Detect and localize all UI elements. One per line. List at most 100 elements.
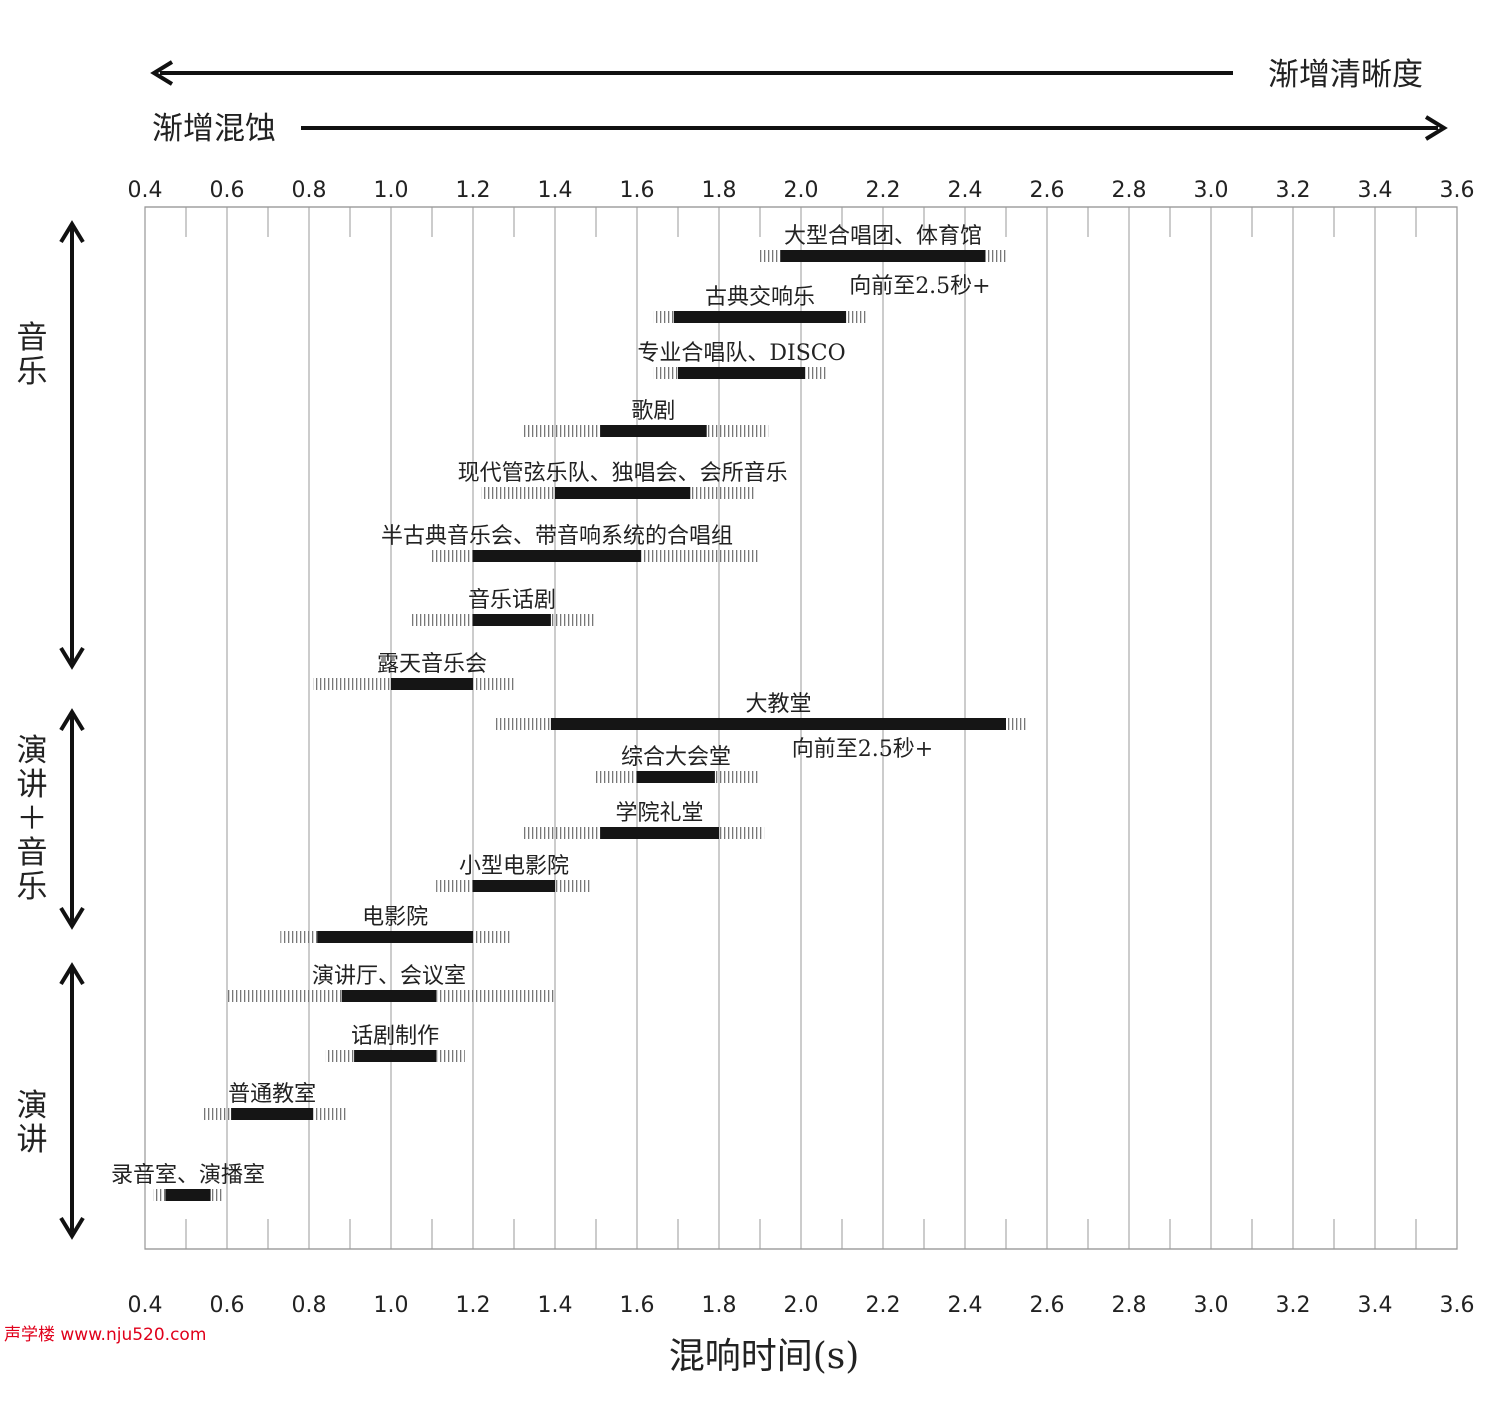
tolerance-left bbox=[481, 487, 555, 499]
tolerance-right bbox=[719, 827, 765, 839]
group-label-char: 演 bbox=[17, 733, 48, 769]
clarity-label: 渐增清晰度 bbox=[1268, 57, 1423, 93]
tolerance-right bbox=[641, 550, 760, 562]
group-label-char: 乐 bbox=[17, 354, 48, 390]
range-item: 音乐话剧 bbox=[411, 588, 596, 626]
tolerance-right bbox=[436, 990, 555, 1002]
group-label-char: 讲 bbox=[17, 1122, 48, 1158]
range-item: 现代管弦乐队、独唱会、会所音乐 bbox=[458, 461, 788, 499]
range-bar bbox=[391, 678, 473, 690]
tolerance-right bbox=[1006, 718, 1027, 730]
range-note: 向前至2.5秒+ bbox=[792, 737, 933, 762]
range-label: 学院礼堂 bbox=[616, 801, 704, 826]
tolerance-right bbox=[436, 1050, 465, 1062]
range-item: 演讲厅、会议室 bbox=[227, 964, 555, 1002]
tick-label-top: 2.4 bbox=[948, 178, 983, 203]
tolerance-left bbox=[522, 827, 601, 839]
tick-label-bottom: 3.2 bbox=[1276, 1293, 1311, 1318]
clarity-arrow-head bbox=[150, 60, 174, 86]
range-item: 专业合唱队、DISCO bbox=[637, 341, 846, 379]
top-arrows: 渐增清晰度 渐增混蚀 bbox=[150, 57, 1448, 147]
range-bar bbox=[637, 771, 715, 783]
range-bar bbox=[600, 827, 719, 839]
range-label: 大型合唱团、体育馆 bbox=[784, 224, 982, 249]
tick-label-top: 2.0 bbox=[784, 178, 819, 203]
range-label: 歌剧 bbox=[631, 399, 675, 424]
tolerance-left bbox=[493, 718, 551, 730]
grid bbox=[144, 207, 1458, 1249]
tolerance-left bbox=[596, 771, 637, 783]
tick-label-top: 3.2 bbox=[1276, 178, 1311, 203]
range-label: 半古典音乐会、带音响系统的合唱组 bbox=[381, 524, 733, 549]
range-bar bbox=[780, 250, 986, 262]
range-bar bbox=[473, 880, 555, 892]
range-bar bbox=[673, 311, 847, 323]
range-bar bbox=[317, 931, 473, 943]
range-item: 录音室、演播室 bbox=[111, 1163, 265, 1201]
tolerance-right bbox=[555, 880, 592, 892]
tick-label-top: 1.4 bbox=[538, 178, 573, 203]
tick-label-bottom: 0.4 bbox=[128, 1293, 163, 1318]
group-label-char: 乐 bbox=[17, 869, 48, 905]
range-item: 半古典音乐会、带音响系统的合唱组 bbox=[381, 524, 760, 562]
x-axis-label: 混响时间(s) bbox=[669, 1336, 860, 1377]
tolerance-left bbox=[760, 250, 781, 262]
tolerance-right bbox=[473, 678, 514, 690]
range-item: 电影院 bbox=[280, 905, 510, 943]
range-item: 露天音乐会 bbox=[313, 652, 514, 690]
tick-label-bottom: 3.0 bbox=[1194, 1293, 1229, 1318]
tick-label-top: 2.2 bbox=[866, 178, 901, 203]
tolerance-left bbox=[653, 367, 678, 379]
group-label-char: 音 bbox=[17, 320, 48, 356]
tolerance-right bbox=[210, 1189, 223, 1201]
tolerance-left bbox=[202, 1108, 232, 1120]
tick-label-top: 0.4 bbox=[128, 178, 163, 203]
range-label: 小型电影院 bbox=[459, 854, 569, 879]
tolerance-left bbox=[280, 931, 318, 943]
group-label: 音乐 bbox=[17, 320, 48, 390]
muddiness-label: 渐增混蚀 bbox=[152, 111, 276, 147]
range-bar bbox=[550, 718, 1006, 730]
range-item: 古典交响乐 bbox=[653, 285, 867, 323]
tick-label-bottom: 1.4 bbox=[538, 1293, 573, 1318]
tick-label-top: 2.6 bbox=[1030, 178, 1065, 203]
tick-label-top: 3.4 bbox=[1358, 178, 1393, 203]
tick-label-top: 2.8 bbox=[1112, 178, 1147, 203]
tick-label-bottom: 1.0 bbox=[374, 1293, 409, 1318]
range-item: 话剧制作 bbox=[325, 1024, 465, 1062]
range-label: 综合大会堂 bbox=[621, 745, 731, 770]
range-item: 小型电影院 bbox=[436, 854, 592, 892]
bottom-tick-labels: 0.4 0.6 0.8 1.0 1.2 1.4 1.6 1.8 2.0 2.2 2.4 2.6 2.8 3… bbox=[128, 1293, 1475, 1318]
group-label-char: 讲 bbox=[17, 767, 48, 803]
tick-label-bottom: 1.8 bbox=[702, 1293, 737, 1318]
group-label-char: 音 bbox=[17, 835, 48, 871]
muddiness-arrow-head bbox=[1424, 115, 1448, 141]
tolerance-right bbox=[313, 1108, 346, 1120]
tick-label-bottom: 0.6 bbox=[210, 1293, 245, 1318]
tolerance-left bbox=[436, 880, 473, 892]
range-item: 歌剧 bbox=[522, 399, 769, 437]
tolerance-left bbox=[522, 425, 601, 437]
range-item: 综合大会堂 bbox=[596, 745, 760, 783]
tick-label-bottom: 2.6 bbox=[1030, 1293, 1065, 1318]
group-label: 演讲 bbox=[17, 1088, 48, 1158]
tick-label-bottom: 2.4 bbox=[948, 1293, 983, 1318]
tick-label-top: 1.6 bbox=[620, 178, 655, 203]
range-bar bbox=[341, 990, 437, 1002]
range-label: 话剧制作 bbox=[351, 1024, 439, 1049]
range-item: 学院礼堂 bbox=[522, 801, 765, 839]
range-label: 演讲厅、会议室 bbox=[312, 964, 466, 989]
tolerance-left bbox=[325, 1050, 355, 1062]
tick-label-bottom: 2.8 bbox=[1112, 1293, 1147, 1318]
tolerance-right bbox=[714, 771, 760, 783]
group-arrow-music bbox=[59, 220, 85, 670]
range-bar bbox=[165, 1189, 211, 1201]
tick-label-bottom: 2.2 bbox=[866, 1293, 901, 1318]
range-label: 音乐话剧 bbox=[468, 588, 556, 613]
group-label-char: ＋ bbox=[17, 801, 48, 837]
tolerance-right bbox=[846, 311, 867, 323]
tolerance-left bbox=[153, 1189, 166, 1201]
